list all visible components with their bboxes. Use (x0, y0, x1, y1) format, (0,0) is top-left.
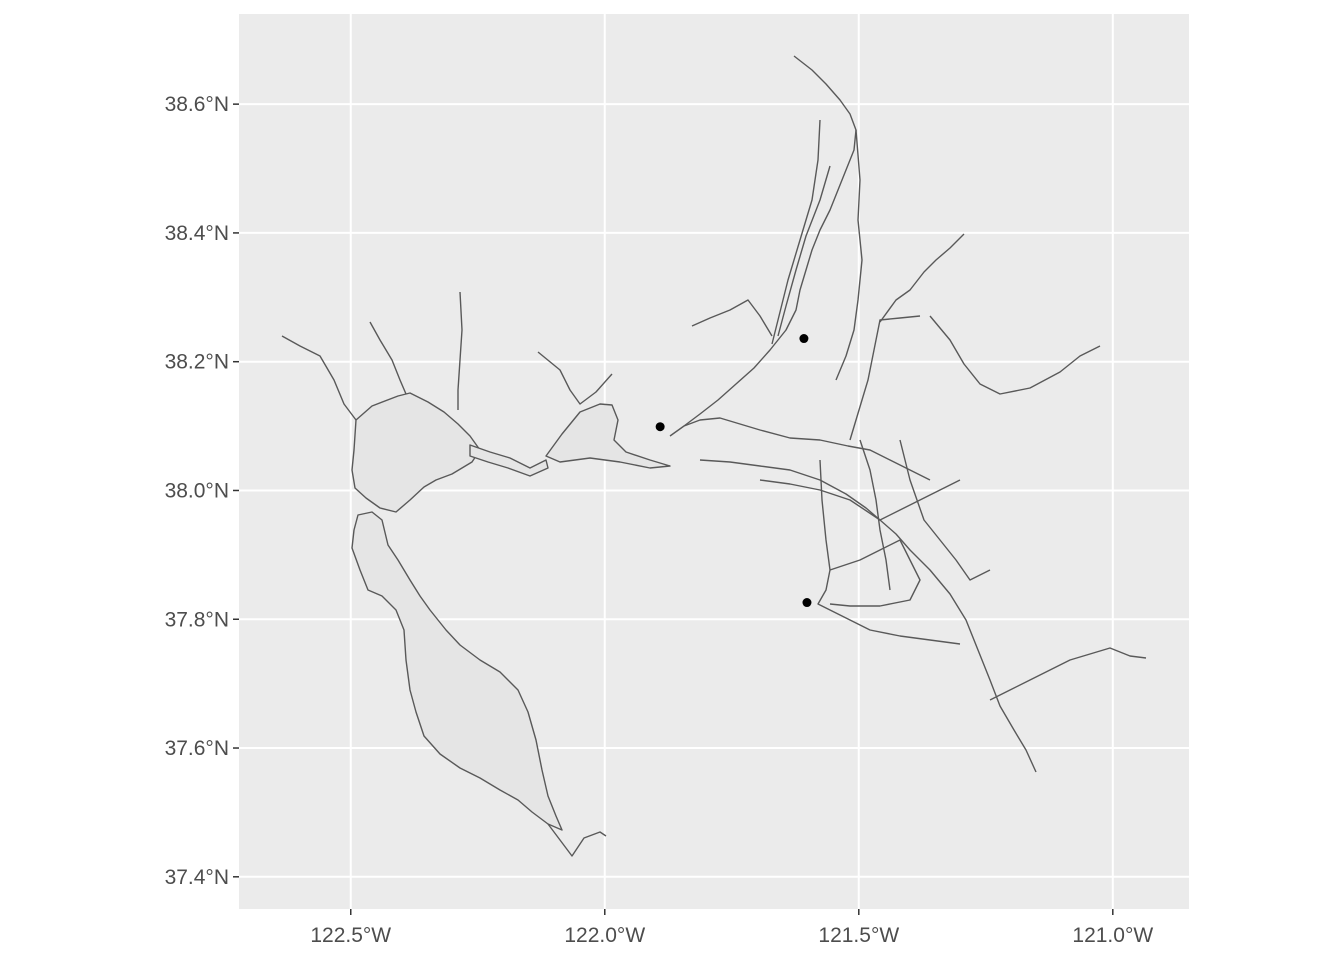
san-joaquin-river (989, 647, 1147, 701)
site-points (655, 334, 812, 608)
carquinez-strait (469, 444, 549, 477)
axis-ticks (233, 103, 1114, 915)
tick-labels: 122.5°W 122.0°W 121.5°W 121.0°W 38.6°N 38.4°N… (165, 93, 1154, 947)
y-tick-label: 38.4°N (165, 222, 229, 245)
delta-grid-1 (759, 479, 961, 521)
y-tick-label: 37.6°N (165, 737, 229, 760)
y-tick-label: 37.8°N (165, 608, 229, 631)
x-tick-label: 122.5°W (310, 924, 391, 947)
x-tick-label: 122.0°W (564, 924, 645, 947)
suisun-bay (545, 403, 671, 469)
site-point (802, 598, 812, 608)
san-pablo-bay (351, 392, 481, 513)
ship-channel (777, 165, 831, 337)
y-tick-label: 37.4°N (165, 866, 229, 889)
sacramento-channel-2 (771, 119, 821, 345)
delta-channel-a (683, 417, 931, 481)
american-tributary (879, 233, 965, 323)
petaluma-inlet (457, 291, 463, 410)
delta-channel-b (699, 459, 1037, 773)
western-creek (691, 299, 773, 337)
delta-channel-c (817, 459, 961, 645)
north-slough (537, 351, 613, 405)
x-tick-label: 121.5°W (818, 924, 899, 947)
y-tick-label: 38.0°N (165, 479, 229, 502)
x-tick-label: 121.0°W (1072, 924, 1153, 947)
site-point (655, 422, 665, 432)
delta-grid-3 (859, 439, 891, 591)
y-tick-label: 38.2°N (165, 351, 229, 374)
estuary-shapes (281, 55, 1147, 857)
sonoma-creek (281, 335, 357, 421)
south-bay (351, 511, 563, 831)
delta-channel-d (849, 315, 921, 441)
site-point (799, 334, 809, 344)
y-tick-label: 38.6°N (165, 93, 229, 116)
delta-grid-4 (899, 439, 991, 581)
delta-grid-2 (829, 539, 921, 607)
napa-river (369, 321, 407, 395)
south-bay-tip (547, 823, 607, 857)
mokelumne-river (929, 315, 1101, 395)
sacramento-river (669, 55, 857, 437)
sacramento-channel-3 (835, 129, 863, 381)
